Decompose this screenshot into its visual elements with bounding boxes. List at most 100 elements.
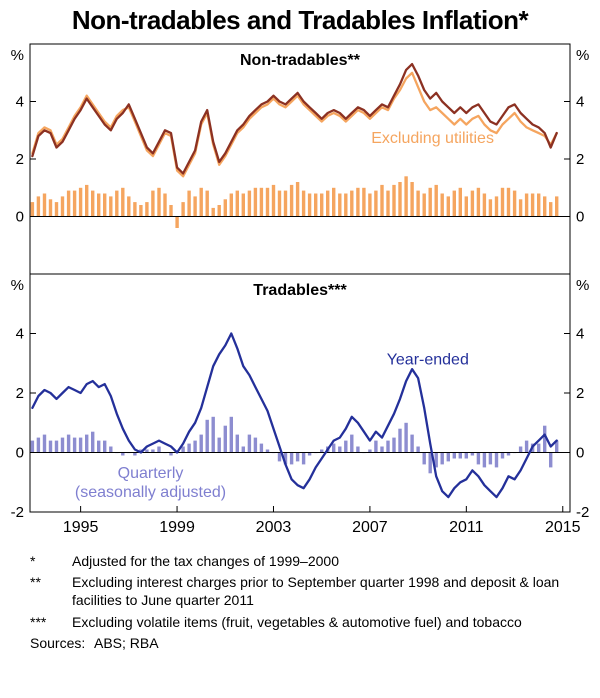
y-axis-label: 2	[576, 151, 584, 168]
bar	[458, 452, 462, 459]
bar	[555, 196, 559, 217]
bar	[464, 452, 468, 459]
bar	[60, 196, 65, 217]
bar	[283, 190, 288, 217]
bar	[422, 452, 426, 465]
y-axis-label: 4	[576, 326, 584, 343]
bar	[320, 193, 324, 217]
bar	[549, 202, 553, 217]
bar	[36, 196, 41, 217]
bar	[332, 443, 336, 453]
bar	[259, 443, 264, 453]
bar	[404, 176, 408, 217]
y-axis-label: 0	[576, 445, 584, 462]
bar	[368, 193, 372, 217]
bar	[91, 431, 95, 453]
bar	[253, 187, 258, 217]
bar	[247, 434, 252, 453]
bar	[530, 193, 535, 217]
bar	[265, 449, 270, 453]
bar	[205, 419, 209, 453]
y-axis-label: 2	[16, 151, 24, 168]
bar	[476, 187, 481, 217]
bar	[398, 182, 402, 217]
bar	[500, 452, 505, 459]
footnote-3: *** Excluding volatile items (fruit, veg…	[30, 613, 578, 631]
panel-tradables: -2 -2 0 0 2 2 4 4% % Tradables*** Year-ended Quarte…	[11, 273, 589, 536]
x-axis-label: 1995	[63, 519, 99, 536]
sources-label: Sources:	[30, 634, 86, 651]
x-axis-label: 2011	[449, 519, 484, 536]
line-series	[31, 71, 558, 178]
bar	[320, 449, 324, 453]
bar	[295, 182, 300, 217]
x-axis-label: 2015	[545, 519, 581, 536]
unit-label: %	[576, 47, 589, 64]
bar-series	[30, 176, 559, 228]
unit-label: %	[11, 277, 24, 294]
bar	[247, 190, 252, 217]
series-label: (seasonally adjusted)	[75, 484, 226, 501]
bar	[494, 196, 499, 217]
bar	[229, 193, 233, 217]
bar	[91, 190, 95, 217]
bar	[307, 452, 312, 456]
bar	[524, 193, 529, 217]
bar	[543, 196, 547, 217]
sources-text: ABS; RBA	[94, 634, 159, 651]
bar	[434, 452, 438, 468]
bar	[115, 190, 119, 217]
bar	[36, 437, 41, 453]
bar	[217, 205, 221, 217]
chart-title: Non-tradables and Tradables Inflation*	[71, 5, 529, 35]
bar	[157, 187, 161, 217]
bar	[235, 434, 239, 453]
x-axis-label: 2007	[352, 519, 388, 536]
bar	[211, 207, 215, 217]
bar	[434, 184, 438, 217]
bar	[54, 202, 59, 217]
bar	[109, 196, 113, 217]
bar	[338, 446, 342, 453]
bar	[223, 199, 227, 217]
bar	[416, 190, 420, 217]
sources-line: Sources: ABS; RBA	[30, 634, 578, 652]
x-axis-label: 1999	[159, 519, 195, 536]
bar	[410, 434, 414, 453]
footnote-1-text: Adjusted for the tax changes of 1999–200…	[72, 553, 339, 569]
bar	[283, 452, 288, 465]
bar	[470, 190, 475, 217]
bar	[404, 422, 408, 453]
bar	[169, 452, 173, 456]
bar	[211, 416, 215, 453]
bar	[181, 202, 185, 217]
footnote-2: ** Excluding interest charges prior to S…	[30, 573, 578, 609]
bar	[241, 193, 245, 217]
bar	[78, 187, 83, 217]
bar	[482, 452, 487, 468]
bar	[205, 190, 209, 217]
bar	[380, 446, 384, 453]
bar	[374, 190, 378, 217]
bar	[265, 187, 270, 217]
bar	[537, 193, 541, 217]
bar	[470, 452, 475, 456]
bar	[54, 440, 59, 453]
bar	[72, 190, 77, 217]
bar	[145, 449, 149, 453]
y-axis-label: 4	[16, 94, 24, 111]
bar	[223, 425, 227, 453]
y-axis-label: 2	[576, 385, 584, 402]
bar	[193, 440, 197, 453]
bar	[199, 434, 203, 453]
bar	[500, 187, 505, 217]
bar	[350, 434, 354, 453]
bar	[48, 199, 53, 217]
bar	[139, 205, 143, 217]
bar	[187, 443, 191, 453]
y-axis-label: 0	[16, 445, 24, 462]
bar	[109, 446, 113, 453]
bar	[549, 452, 553, 468]
bar	[169, 205, 173, 217]
